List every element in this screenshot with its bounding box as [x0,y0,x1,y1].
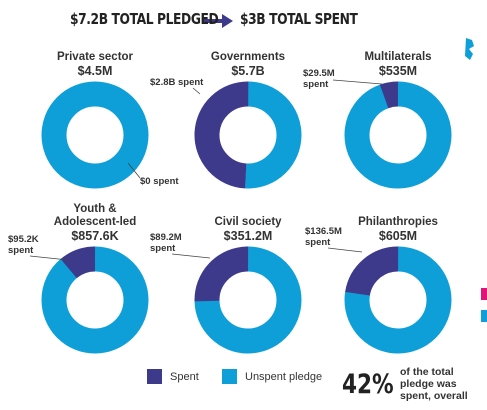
leader-line [332,79,383,85]
donut [344,246,452,354]
spent-arc [344,246,452,354]
donut-title: Multilaterals $535M [338,51,458,78]
unspent-arc [41,81,149,189]
overall-percent: 42% [342,369,394,400]
category-name: Civil society [214,216,282,228]
spent-label: $95.2K spent [8,234,39,256]
spent-label: $2.8B spent [150,77,204,88]
pledged-amount: $351.2M [223,229,273,243]
category-name: Youth & Adolescent-led [53,203,137,228]
pledged-amount: $535M [378,64,418,78]
spent-label: $0 spent [140,176,179,187]
leader-line [192,87,201,95]
donut [41,81,149,189]
spent-arc [41,246,149,354]
spent-arc [194,81,302,189]
total-pledged: $7.2B TOTAL PLEDGED [70,10,219,28]
spent-label: $29.5M spent [303,68,335,90]
leader-line [29,255,69,261]
legend-swatch [222,369,237,384]
category-name: Philanthropies [358,216,438,228]
donut-title: Youth & Adolescent-led $857.6K [35,203,155,243]
category-name: Private sector [56,51,134,63]
spent-label: $89.2M spent [150,232,182,254]
unspent-arc [344,81,452,189]
spent-arc [194,246,302,354]
legend-label: Spent [170,371,199,383]
legend-label: Unspent pledge [245,371,323,383]
legend-fragment [481,288,487,300]
spent-label: $136.5M spent [305,226,342,248]
category-name: Governments [210,51,286,63]
pledged-amount: $605M [378,229,418,243]
donut-title: Philanthropies $605M [338,216,458,243]
leader-line [327,247,363,253]
legend-swatch [147,369,162,384]
pledged-amount: $4.5M [77,64,113,78]
donut-title: Private sector $4.5M [35,51,155,78]
pledged-amount: $5.7B [231,64,265,78]
donut-title: Civil society $351.2M [188,216,308,243]
donut [344,81,452,189]
arrow [202,14,233,28]
donut [194,246,302,354]
spent-arc [344,81,452,189]
total-spent: $3B TOTAL SPENT [240,10,358,28]
legend-fragment [481,310,487,322]
category-name: Multilaterals [364,51,432,63]
donut [41,246,149,354]
donut-title: Governments $5.7B [188,51,308,78]
footnote-text: of the total pledge was spent, overall [400,366,468,402]
leader-line [127,162,141,179]
map-fragment [465,38,474,60]
donut [194,81,302,189]
pledged-amount: $857.6K [71,229,119,243]
leader-line [171,253,211,259]
